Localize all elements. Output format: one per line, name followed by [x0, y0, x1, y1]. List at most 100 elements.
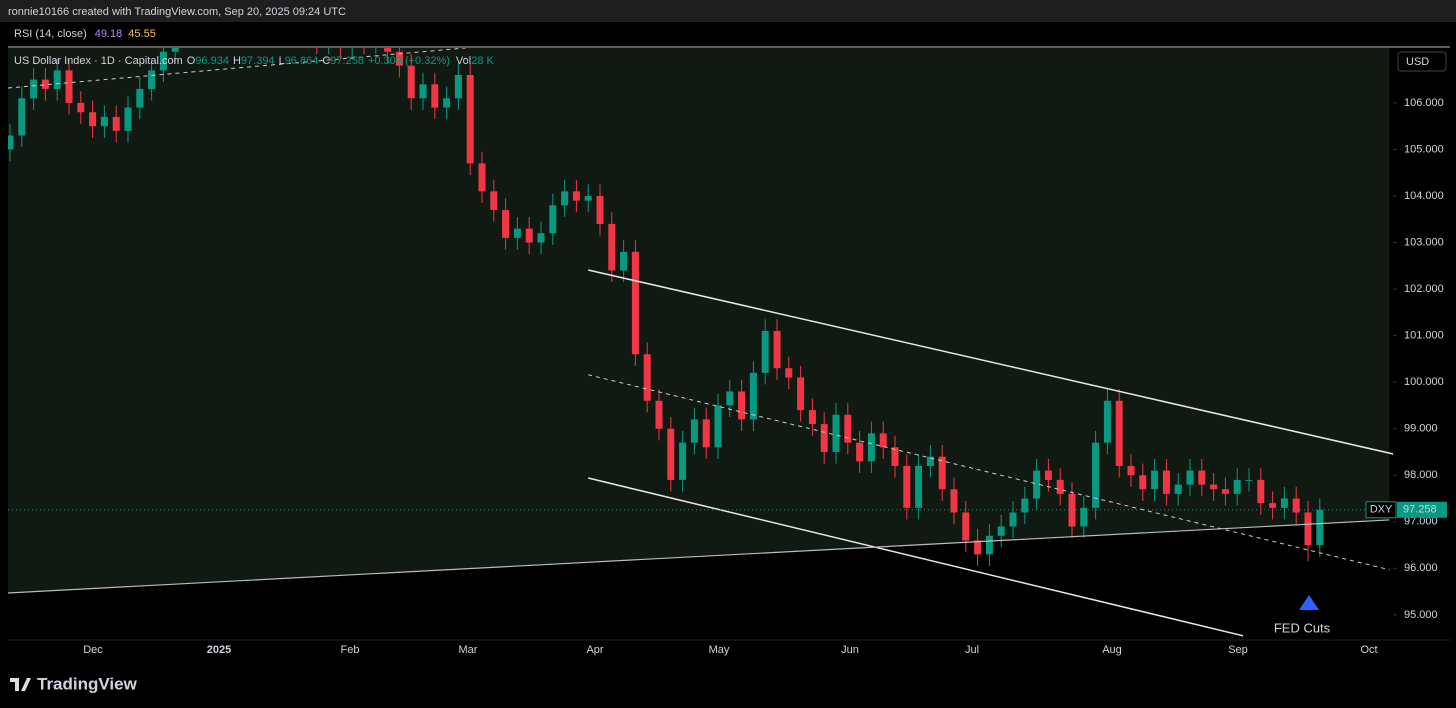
candle-body: [1304, 512, 1312, 546]
candle-body: [726, 391, 734, 406]
candle-body: [820, 424, 828, 452]
y-tick-label: 99.000: [1404, 423, 1438, 435]
candle-body: [797, 377, 805, 411]
candle-body: [1021, 498, 1029, 513]
candle-body: [608, 223, 616, 271]
credit: ronnie10166 created with TradingView.com…: [8, 6, 346, 18]
candle-body: [502, 209, 510, 238]
candle-body: [349, 38, 356, 47]
candle-body: [561, 191, 569, 206]
candle-body: [997, 526, 1005, 536]
candle-body: [844, 414, 852, 443]
candle-body: [407, 65, 415, 99]
candle-body: [1186, 470, 1194, 485]
candle-body: [18, 98, 26, 136]
candle-body: [1162, 470, 1170, 494]
y-tick-label: 102.000: [1404, 283, 1444, 295]
trend-line: [588, 269, 1393, 455]
candle-body: [915, 465, 923, 508]
candle-body: [1292, 498, 1300, 513]
currency-box[interactable]: [1397, 51, 1447, 72]
candle-body: [454, 74, 462, 99]
legend-value: 97.258: [330, 55, 364, 67]
candle-body: [1174, 484, 1182, 494]
candle-body: [690, 419, 698, 443]
candle-body: [100, 116, 108, 127]
x-tick-label: Sep: [1228, 644, 1248, 656]
candle-body: [513, 228, 521, 238]
candle-body: [879, 433, 887, 448]
y-tick-label: 97.000: [1404, 516, 1438, 528]
legend-label: L: [279, 55, 285, 67]
candle-body: [313, 28, 320, 42]
candle-body: [1221, 489, 1229, 494]
logo-icon: [10, 678, 31, 691]
candle-body: [761, 330, 769, 373]
candle-body: [974, 540, 982, 555]
y-tick-label: 95.000: [1404, 609, 1438, 621]
candle-body: [337, 33, 344, 47]
candle-body: [65, 70, 73, 103]
y-tick-label: 103.000: [1404, 236, 1444, 248]
candle-body: [679, 442, 687, 480]
candle-body: [832, 414, 840, 452]
x-tick-label: Feb: [341, 644, 360, 656]
candle-body: [1198, 470, 1206, 485]
candle-body: [1127, 465, 1135, 476]
candle-body: [395, 51, 403, 66]
candle-body: [926, 456, 934, 466]
candle-body: [620, 251, 628, 271]
candle-body: [714, 405, 722, 448]
candle-body: [785, 368, 793, 378]
candle-body: [950, 489, 958, 513]
candle-body: [136, 88, 144, 108]
candle-body: [77, 102, 85, 113]
candle-body: [537, 233, 545, 243]
candle-body: [1151, 470, 1159, 490]
candle-body: [466, 74, 474, 164]
x-tick-label: Dec: [83, 644, 103, 656]
price-scale: [1393, 48, 1453, 660]
y-tick-label: 100.000: [1404, 376, 1444, 388]
candle-body: [549, 205, 557, 234]
legend-value: 96.934: [195, 55, 229, 67]
candle-body: [702, 419, 710, 448]
candle-body: [372, 38, 379, 43]
candle-body: [53, 70, 61, 89]
candle-body: [443, 98, 451, 108]
candle-body: [891, 447, 899, 466]
candle-body: [1257, 479, 1265, 504]
y-tick-label: 101.000: [1404, 330, 1444, 342]
candle-body: [938, 456, 946, 490]
legend-value: 96.864: [285, 55, 319, 67]
candle-body: [431, 84, 439, 108]
x-tick-label: Apr: [586, 644, 603, 656]
candle-body: [1210, 484, 1218, 490]
x-tick-label: Jun: [841, 644, 859, 656]
legend-value: 97.394: [241, 55, 275, 67]
indicator-name: RSI (14, close): [14, 28, 87, 40]
candle-body: [856, 442, 864, 462]
x-tick-label: May: [709, 644, 730, 656]
candle-body: [1009, 512, 1017, 527]
candle-body: [148, 70, 156, 89]
candle-body: [962, 512, 970, 541]
candle-body: [1044, 470, 1052, 480]
y-tick-label: 105.000: [1404, 143, 1444, 155]
candle-body: [1245, 479, 1253, 481]
candle-body: [525, 228, 533, 243]
candle-body: [667, 428, 675, 480]
annotation-arrow: [1299, 595, 1319, 610]
indicator-value: 45.55: [128, 28, 156, 40]
legend-label: O: [187, 55, 196, 67]
candle-body: [749, 372, 757, 420]
x-tick-label: Aug: [1102, 644, 1122, 656]
candle-body: [490, 191, 498, 210]
candle-body: [1103, 400, 1111, 443]
candle-body: [171, 48, 179, 52]
symbol: DXY: [1370, 504, 1393, 516]
candle-body: [89, 112, 97, 127]
currency: USD: [1406, 56, 1429, 68]
candle-body: [361, 38, 368, 43]
